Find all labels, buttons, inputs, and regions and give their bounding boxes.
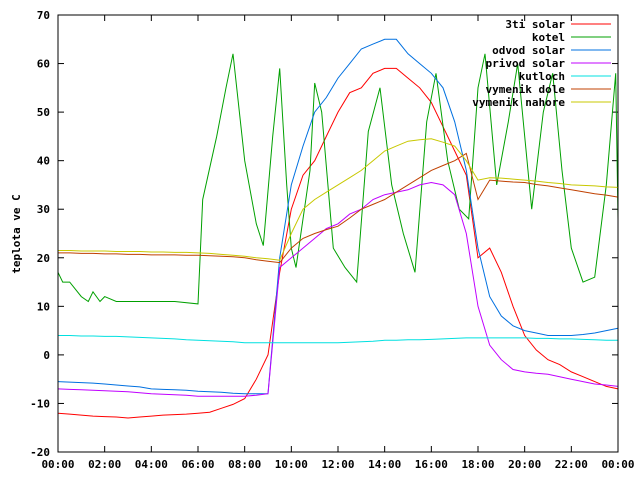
y-tick-label: 10	[37, 300, 50, 313]
y-tick-label: -10	[30, 397, 50, 410]
y-tick-label: 70	[37, 9, 50, 22]
legend-label: kotel	[532, 31, 565, 44]
y-tick-label: 30	[37, 203, 50, 216]
series-line	[57, 53, 619, 305]
plot-border	[57, 14, 619, 453]
y-tick-label: 0	[43, 349, 50, 362]
x-tick-label: 06:00	[181, 458, 214, 471]
x-tick-label: 20:00	[508, 458, 541, 471]
x-tick-label: 10:00	[275, 458, 308, 471]
x-tick-label: 04:00	[135, 458, 168, 471]
x-tick-label: 18:00	[461, 458, 494, 471]
series-line	[57, 181, 619, 397]
y-tick-label: -20	[30, 446, 50, 459]
x-tick-label: 08:00	[228, 458, 261, 471]
x-tick-label: 16:00	[415, 458, 448, 471]
legend-label: vymenik dole	[486, 83, 566, 96]
x-tick-label: 14:00	[368, 458, 401, 471]
x-tick-label: 02:00	[88, 458, 121, 471]
series-line	[58, 335, 618, 344]
y-tick-label: 20	[37, 252, 50, 265]
x-tick-label: 12:00	[321, 458, 354, 471]
y-tick-label: 40	[37, 155, 50, 168]
legend-label: vymenik nahore	[472, 96, 565, 109]
series-line	[58, 138, 619, 261]
legend-label: odvod solar	[492, 44, 565, 57]
x-tick-label: 22:00	[555, 458, 588, 471]
legend-label: 3ti solar	[505, 18, 565, 31]
series-line	[57, 67, 619, 419]
legend-label: privod solar	[486, 57, 566, 70]
series-line	[57, 38, 619, 395]
x-tick-label: 00:00	[41, 458, 74, 471]
y-tick-label: 60	[37, 58, 50, 71]
y-axis-label: teplota ve C	[10, 194, 23, 273]
x-tick-label: 00:00	[601, 458, 634, 471]
legend-label: kutloch	[519, 70, 565, 83]
series-line	[58, 152, 619, 264]
y-tick-label: 50	[37, 106, 50, 119]
